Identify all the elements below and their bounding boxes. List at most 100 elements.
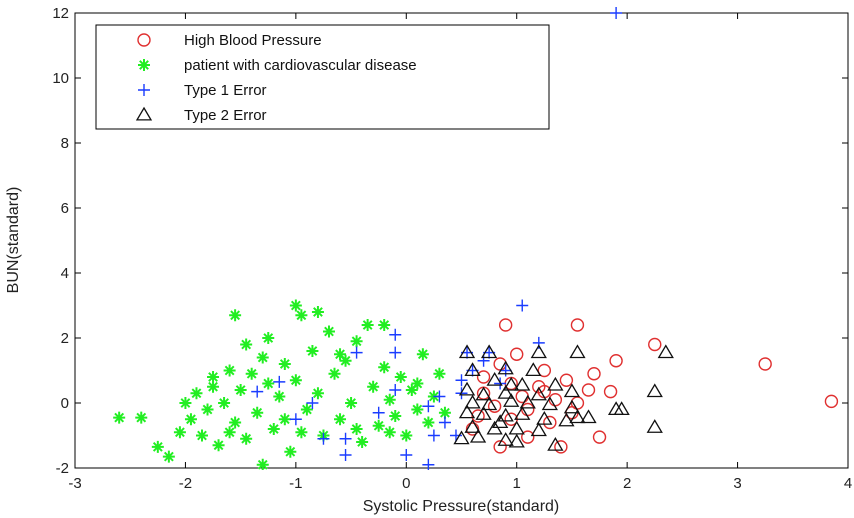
data-point <box>493 440 507 454</box>
legend-marker <box>138 59 150 71</box>
data-point <box>469 428 487 443</box>
data-point <box>383 393 396 406</box>
data-point <box>465 422 480 436</box>
data-point <box>516 299 529 312</box>
series-1 <box>113 299 451 470</box>
data-point <box>289 374 302 387</box>
data-point <box>184 413 197 426</box>
data-point <box>339 449 352 461</box>
data-point <box>438 406 451 419</box>
data-point <box>212 439 225 452</box>
y-tick-label: 0 <box>61 395 69 412</box>
data-point <box>361 319 374 331</box>
data-point <box>547 376 564 391</box>
x-tick-label: 1 <box>513 475 521 492</box>
data-point <box>278 413 291 426</box>
data-point <box>497 384 514 399</box>
data-point <box>521 430 535 444</box>
series-3 <box>453 344 674 451</box>
data-point <box>195 429 208 442</box>
data-point <box>356 436 369 448</box>
data-point <box>334 413 347 426</box>
y-tick-label: 4 <box>61 265 69 282</box>
data-point <box>229 309 242 322</box>
data-point <box>284 445 297 458</box>
data-point <box>537 363 552 378</box>
data-point <box>256 351 269 364</box>
data-point <box>367 380 380 393</box>
data-point <box>492 414 509 429</box>
data-point <box>498 318 513 332</box>
data-point <box>262 332 275 344</box>
data-point <box>464 419 481 433</box>
data-point <box>471 409 485 423</box>
legend-label: Type 1 Error <box>184 82 267 99</box>
data-point <box>389 346 402 359</box>
data-point <box>245 367 258 380</box>
data-point <box>592 430 607 444</box>
data-point <box>378 361 391 374</box>
data-point <box>475 386 492 401</box>
y-tick-label: 12 <box>52 5 69 22</box>
data-point <box>207 371 220 383</box>
data-point <box>563 383 581 398</box>
data-point <box>570 318 585 332</box>
data-point <box>311 306 324 318</box>
data-point <box>262 377 275 390</box>
data-point <box>240 338 253 351</box>
legend: High Blood Pressure patient with cardiova… <box>95 24 550 130</box>
data-point <box>411 403 424 416</box>
data-point <box>519 394 536 409</box>
data-points <box>113 7 839 470</box>
data-point <box>648 337 662 352</box>
axis-ticks <box>74 12 849 469</box>
data-point <box>251 406 264 419</box>
data-point <box>345 397 358 409</box>
data-point <box>306 345 319 357</box>
data-point <box>328 367 341 380</box>
data-point <box>389 328 402 341</box>
data-point <box>497 432 514 446</box>
series-2 <box>251 7 623 470</box>
data-point <box>603 384 618 399</box>
data-point <box>558 412 575 427</box>
data-point <box>372 406 385 419</box>
data-point <box>497 360 514 375</box>
data-point <box>422 458 435 470</box>
data-point <box>317 432 330 445</box>
x-tick-label: -2 <box>179 475 192 492</box>
data-point <box>251 385 264 398</box>
data-point <box>433 367 446 380</box>
data-point <box>530 386 547 401</box>
data-point <box>646 383 663 398</box>
data-point <box>411 377 424 390</box>
legend-marker <box>138 84 150 96</box>
data-point <box>530 344 547 359</box>
data-point <box>295 426 308 439</box>
data-point <box>422 416 435 429</box>
data-point <box>503 393 520 407</box>
data-point <box>179 397 192 409</box>
data-point <box>563 399 581 414</box>
data-point <box>372 419 385 432</box>
data-point <box>389 384 402 396</box>
data-point <box>350 335 363 348</box>
data-point <box>383 426 396 439</box>
y-tick-label: -2 <box>56 460 69 477</box>
x-tick-label: 0 <box>402 475 410 492</box>
data-point <box>464 362 481 377</box>
data-point <box>525 362 542 377</box>
data-point <box>587 367 601 381</box>
data-point <box>480 396 498 411</box>
data-point <box>547 436 564 451</box>
data-point <box>514 406 531 420</box>
data-point <box>646 419 663 433</box>
data-point <box>289 299 302 312</box>
x-axis-label: Systolic Pressure(standard) <box>363 498 560 515</box>
data-point <box>322 325 335 338</box>
x-tick-label: 3 <box>733 475 741 492</box>
data-point <box>657 344 674 359</box>
y-axis-label: BUN(standard) <box>5 187 22 294</box>
